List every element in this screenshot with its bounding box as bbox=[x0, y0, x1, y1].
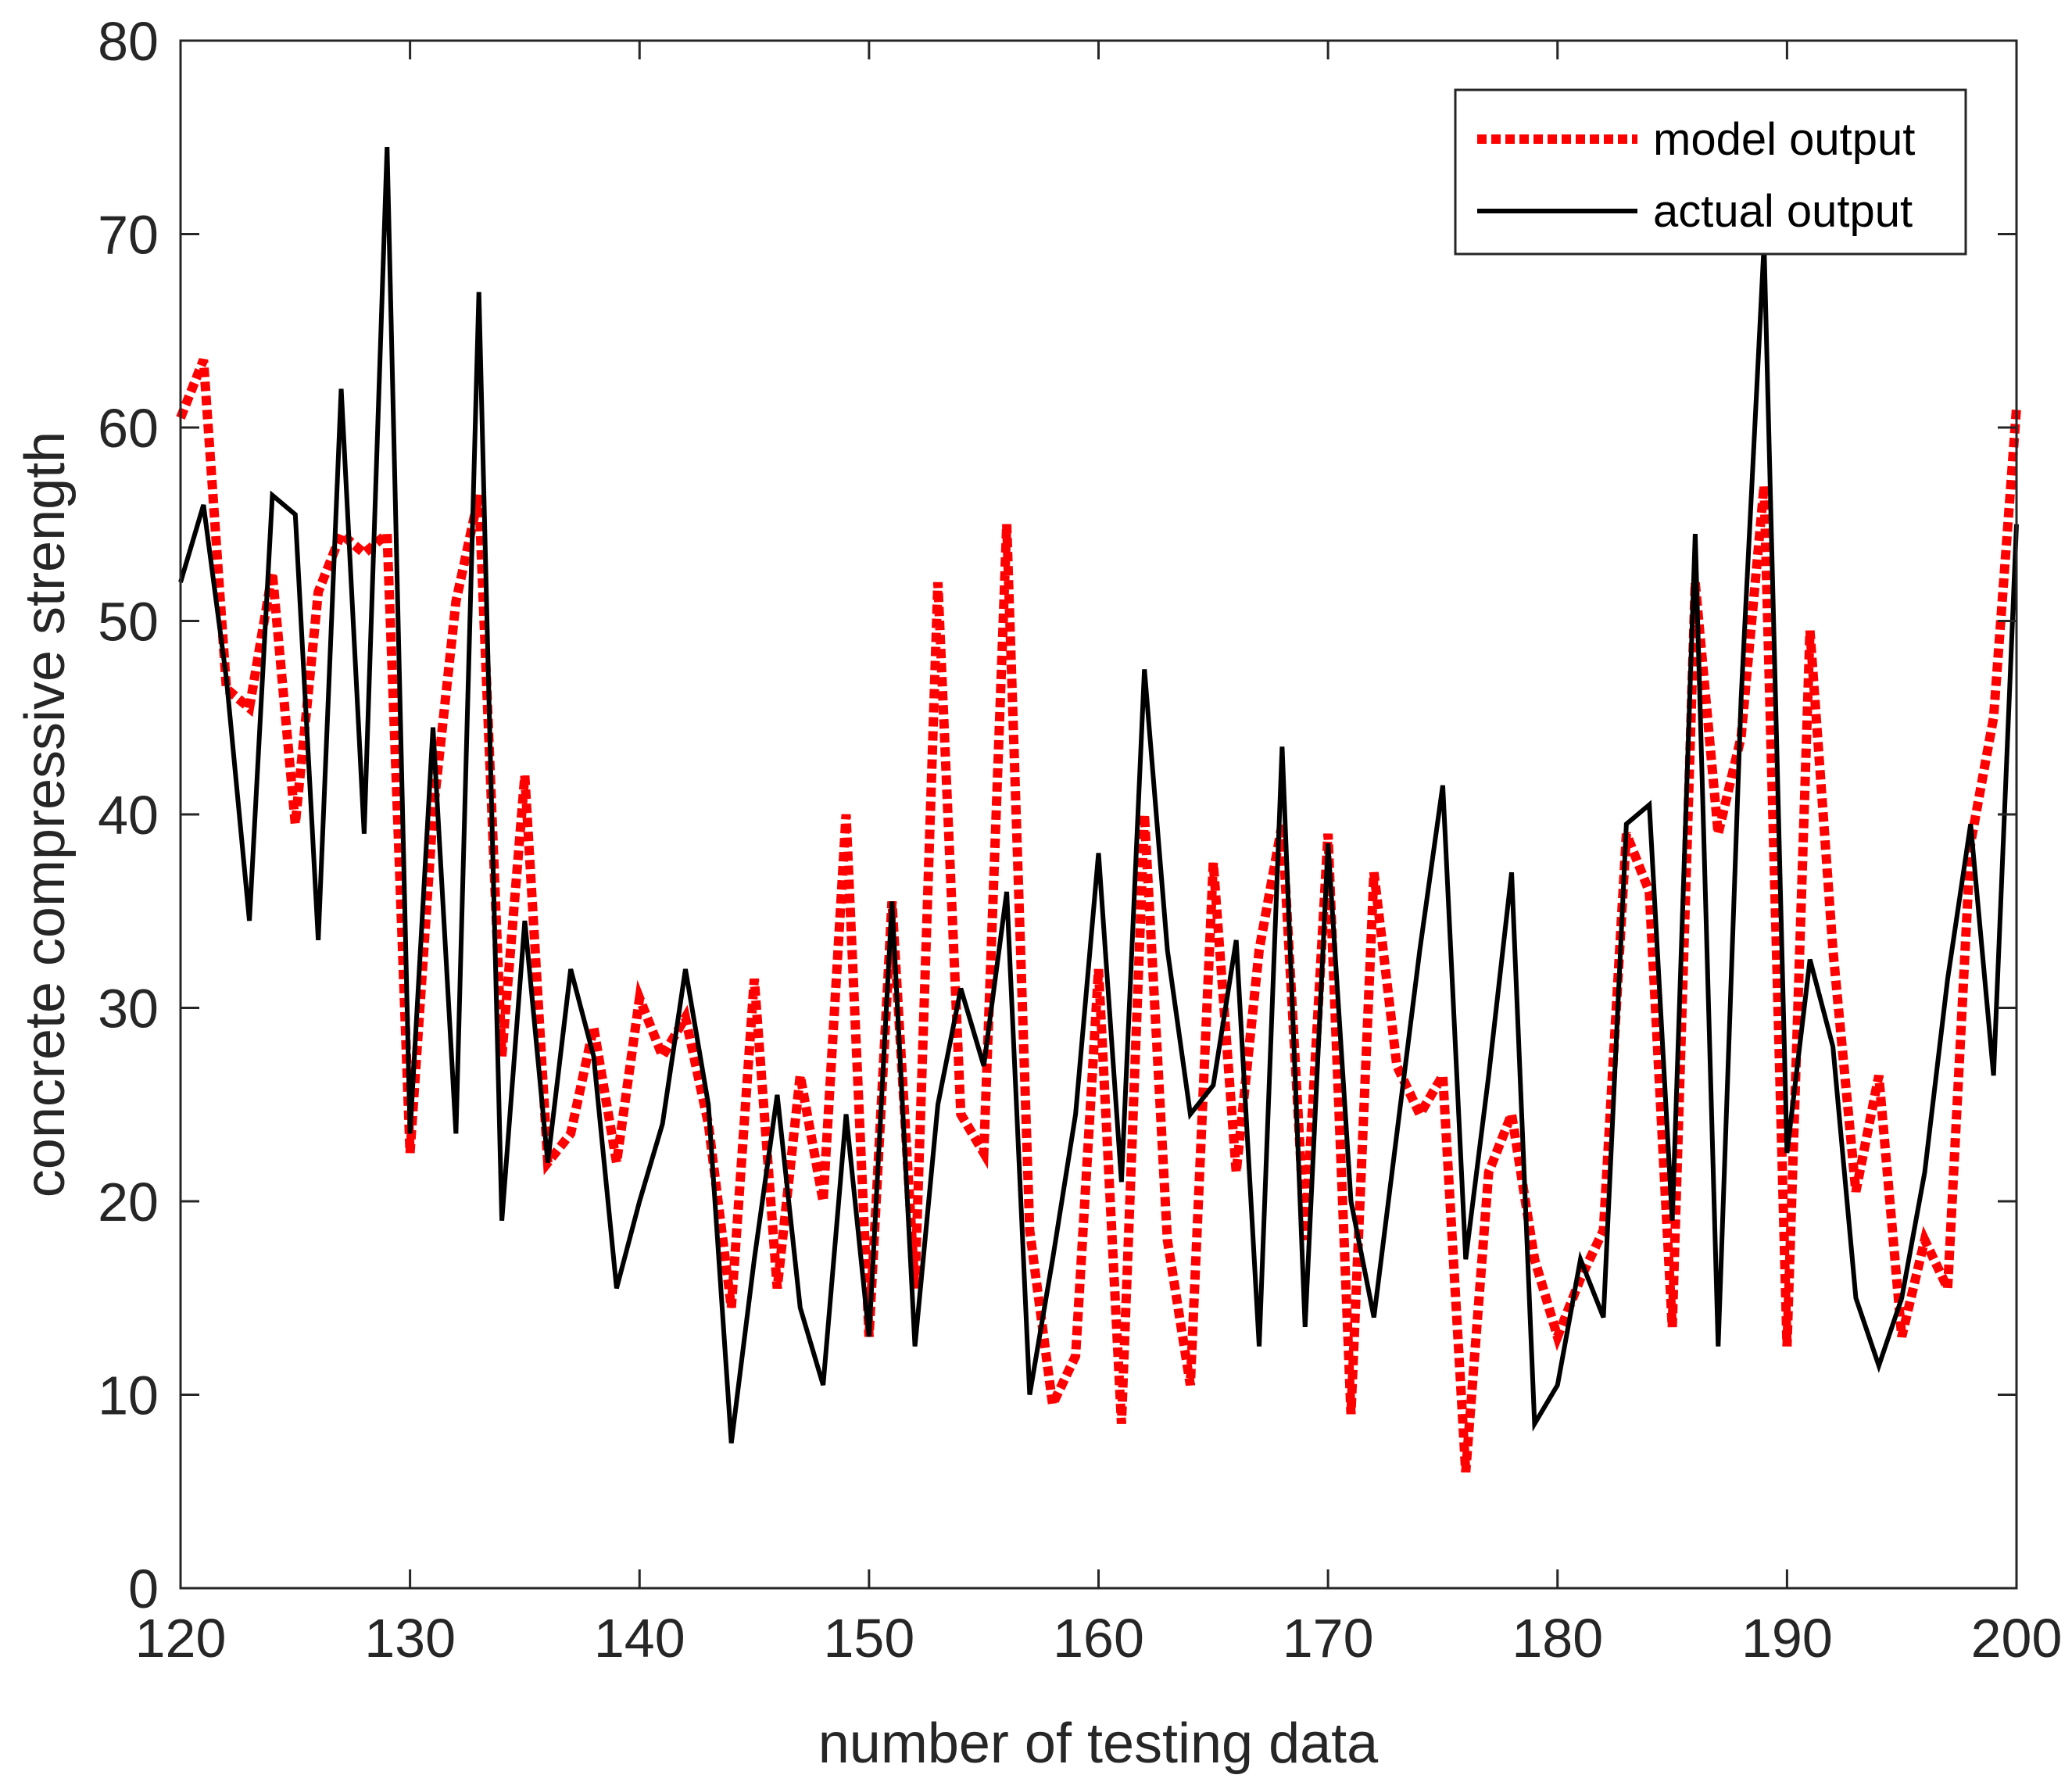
y-tick-labels: 0 10 20 30 40 50 60 70 80 bbox=[98, 11, 159, 1619]
x-tick-label: 190 bbox=[1741, 1608, 1833, 1669]
x-tick-label: 170 bbox=[1283, 1608, 1374, 1669]
x-tick-label: 130 bbox=[364, 1608, 456, 1669]
x-tick-labels: 120 130 140 150 160 170 180 190 200 bbox=[135, 1608, 2063, 1669]
legend-label-actual-output: actual output bbox=[1653, 186, 1913, 237]
series-layer bbox=[176, 147, 2021, 1472]
y-tick-label: 60 bbox=[98, 398, 159, 459]
y-tick-label: 70 bbox=[98, 205, 159, 266]
x-tick-label: 180 bbox=[1512, 1608, 1603, 1669]
x-tick-label: 120 bbox=[135, 1608, 227, 1669]
x-tick-label: 160 bbox=[1053, 1608, 1144, 1669]
y-tick-label: 10 bbox=[98, 1365, 159, 1426]
series-line-actual-output bbox=[178, 147, 2019, 1444]
y-tick-label: 20 bbox=[98, 1172, 159, 1233]
y-tick-label: 50 bbox=[98, 592, 159, 653]
x-tick-label: 200 bbox=[1971, 1608, 2063, 1669]
legend-box bbox=[1454, 88, 1967, 256]
plot-frame bbox=[179, 39, 2018, 1590]
legend: model output actual output bbox=[1454, 88, 1967, 256]
y-tick-label: 40 bbox=[98, 785, 159, 846]
x-tick-label: 140 bbox=[594, 1608, 685, 1669]
legend-label-model-output: model output bbox=[1653, 114, 1915, 165]
y-axis-label: concrete compressive strength bbox=[14, 431, 77, 1197]
x-axis-label: number of testing data bbox=[818, 1712, 1379, 1775]
plot-area bbox=[181, 41, 2017, 1588]
y-tick-label: 80 bbox=[98, 11, 159, 72]
y-tick-label: 30 bbox=[98, 979, 159, 1040]
x-tick-label: 150 bbox=[823, 1608, 914, 1669]
y-tick-label: 0 bbox=[128, 1558, 159, 1619]
